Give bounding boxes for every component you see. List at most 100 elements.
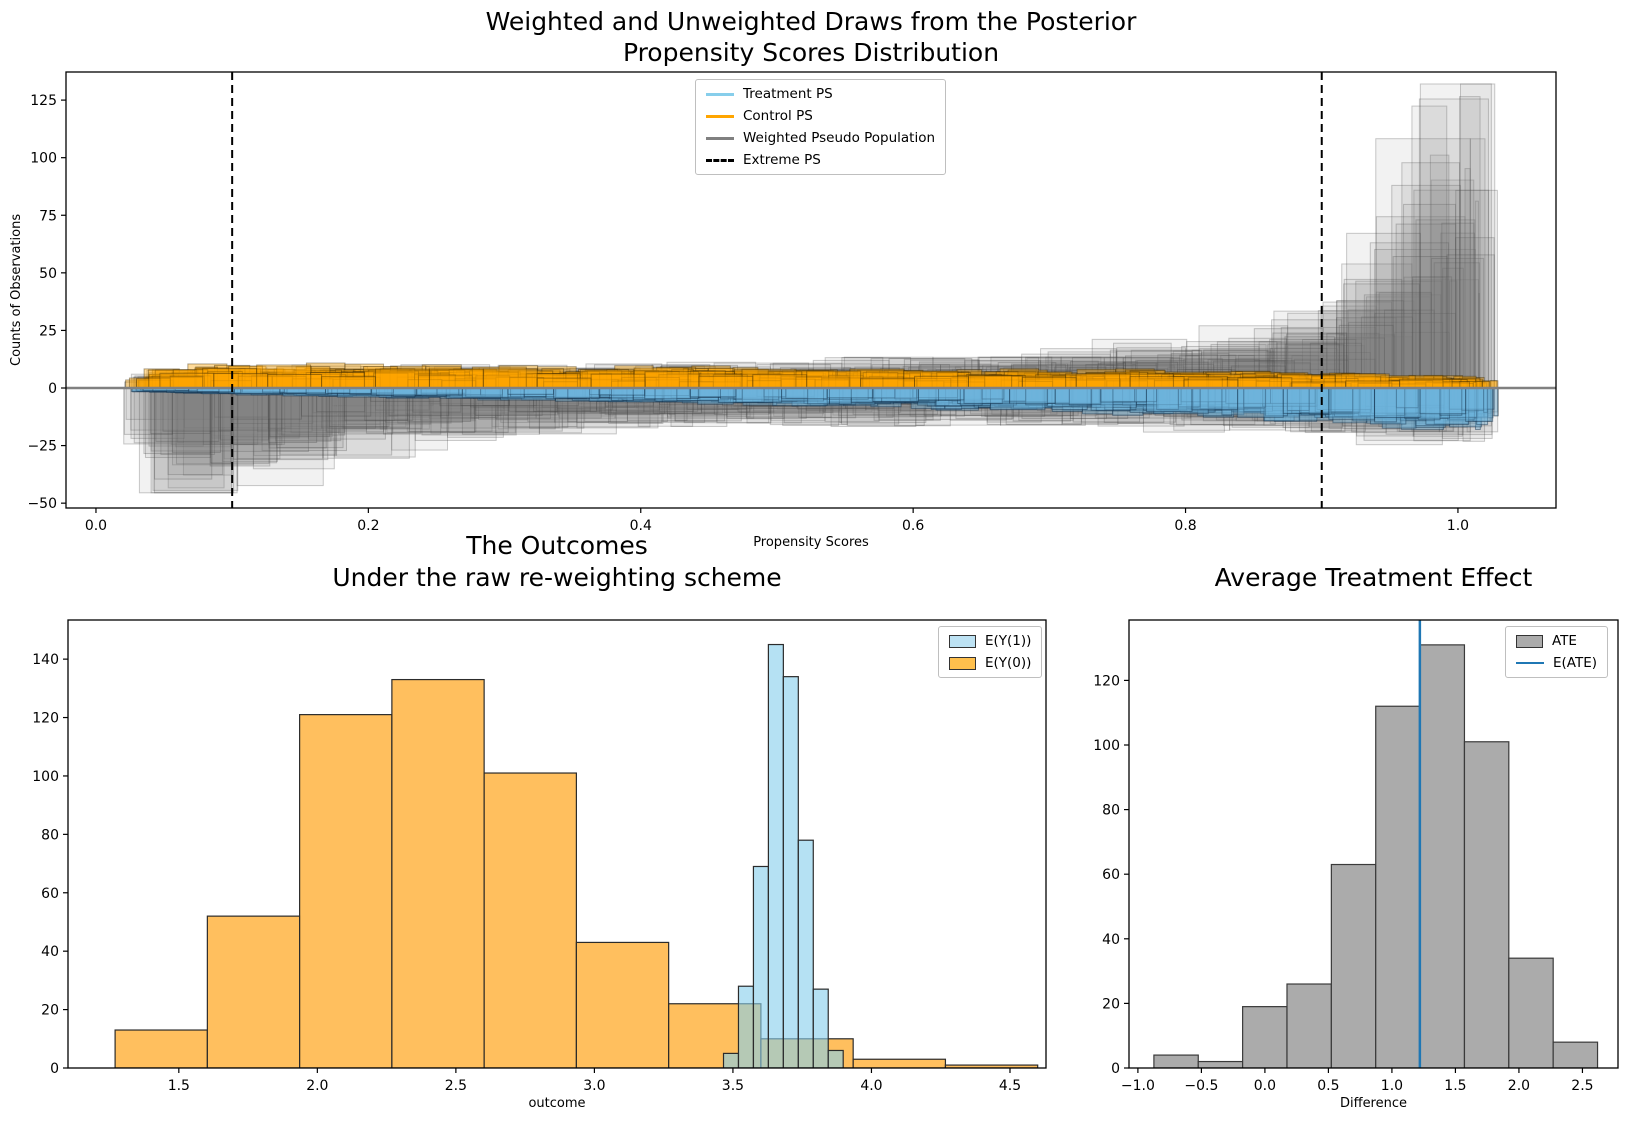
top-plot-ylabel: Counts of Observations [9,213,24,367]
svg-text:4.5: 4.5 [999,1078,1021,1094]
svg-text:25: 25 [39,323,57,339]
svg-text:140: 140 [32,652,59,668]
top-plot-legend: Treatment PS Control PS Weighted Pseudo … [695,79,947,175]
svg-text:−25: −25 [27,439,57,455]
top-plot-title-line1: Weighted and Unweighted Draws from the P… [485,7,1137,36]
control-ps-draws [125,362,1499,389]
svg-text:0: 0 [50,1061,59,1077]
svg-text:−50: −50 [27,496,57,512]
outcomes-plot-xlabel: outcome [528,1096,586,1111]
svg-text:2.0: 2.0 [1508,1078,1530,1094]
hist-E(Y(0)) [114,678,1039,1068]
svg-text:4.0: 4.0 [860,1078,882,1094]
svg-text:1.5: 1.5 [1444,1078,1466,1094]
svg-text:1.0: 1.0 [1447,518,1469,534]
svg-text:60: 60 [41,886,59,902]
top-plot-xlabel: Propensity Scores [753,535,869,550]
axes-border-2 [1128,619,1619,1069]
plot-area-1 [114,643,1039,1068]
svg-text:100: 100 [1093,738,1120,754]
svg-text:−0.5: −0.5 [1184,1078,1218,1094]
legend-item-ey1: E(Y(1)) [949,633,1031,649]
plot-2: −1.0 −0.5 0.0 0.5 1.0 1.5 2.0 2.5 0 20 40 60 80 100 12… [1093,619,1619,1094]
ate-plot-title: Average Treatment Effect [1214,563,1533,592]
svg-text:100: 100 [30,151,57,167]
svg-text:1.0: 1.0 [1381,1078,1403,1094]
control-ps-line-swatch [706,114,734,118]
legend-label-extreme-ps: Extreme PS [743,152,821,168]
outcomes-plot-title-line1: The Outcomes [466,531,648,560]
svg-text:1.5: 1.5 [168,1078,190,1094]
svg-text:20: 20 [1102,996,1120,1012]
hist-E(Y(1)) [722,643,844,1068]
ey1-patch-swatch [949,634,976,648]
svg-text:60: 60 [1102,867,1120,883]
extreme-ps-dashed-line-swatch [706,158,734,162]
weighted-pseudo-population-below-draws [123,387,1499,494]
svg-text:2.0: 2.0 [306,1078,328,1094]
ey0-patch-swatch [949,656,976,670]
svg-text:0.0: 0.0 [85,518,107,534]
eate-line-swatch [1516,662,1544,664]
svg-text:0: 0 [1111,1061,1120,1077]
ate-plot-legend: ATE E(ATE) [1505,626,1609,678]
legend-label-weighted-pseudo-population: Weighted Pseudo Population [743,130,936,146]
svg-text:2.5: 2.5 [1571,1078,1593,1094]
svg-text:20: 20 [41,1003,59,1019]
legend-label-control-ps: Control PS [743,108,813,124]
svg-text:100: 100 [32,769,59,785]
svg-text:120: 120 [1093,673,1120,689]
top-plot-title-line2: Propensity Scores Distribution [622,38,1000,67]
ticks-1: 1.5 2.0 2.5 3.0 3.5 4.0 4.5 0 20 40 60 80 100 120 140 [32,652,1021,1094]
svg-text:80: 80 [1102,803,1120,819]
svg-text:2.5: 2.5 [445,1078,467,1094]
weighted-pseudo-population-line-swatch [706,136,734,140]
ticks-2: −1.0 −0.5 0.0 0.5 1.0 1.5 2.0 2.5 0 20 40 60 80 100 12… [1093,673,1593,1094]
legend-label-ey1: E(Y(1)) [985,633,1032,649]
svg-text:80: 80 [41,827,59,843]
svg-text:−1.0: −1.0 [1121,1078,1155,1094]
svg-text:125: 125 [30,93,57,109]
legend-label-ate: ATE [1552,633,1577,649]
svg-text:0.5: 0.5 [1317,1078,1339,1094]
svg-text:75: 75 [39,208,57,224]
outcomes-plot-legend: E(Y(1)) E(Y(0)) [938,626,1043,678]
outcomes-plot-title-line2: Under the raw re-weighting scheme [332,563,782,592]
plot-1: 1.5 2.0 2.5 3.0 3.5 4.0 4.5 0 20 40 60 80 100 120 140 [32,619,1047,1094]
legend-item-eate: E(ATE) [1516,655,1597,671]
svg-text:0.2: 0.2 [357,518,379,534]
svg-text:0: 0 [48,381,57,397]
plot-area-0 [123,83,1499,494]
legend-item-weighted-pseudo-population: Weighted Pseudo Population [706,130,935,146]
svg-text:3.0: 3.0 [583,1078,605,1094]
treatment-ps-draws [130,387,1499,430]
legend-item-control-ps: Control PS [706,108,935,124]
ate-patch-swatch [1516,634,1543,648]
svg-text:0.8: 0.8 [1174,518,1196,534]
axes-border-1 [67,619,1047,1069]
hist-ATE [1153,644,1599,1068]
svg-text:40: 40 [1102,932,1120,948]
svg-text:40: 40 [41,944,59,960]
svg-text:0.6: 0.6 [902,518,924,534]
legend-label-ey0: E(Y(0)) [985,655,1032,671]
legend-item-extreme-ps: Extreme PS [706,152,935,168]
plot-area-2 [1153,644,1599,1068]
weighted-pseudo-population-above-draws [124,83,1498,389]
legend-label-eate: E(ATE) [1553,655,1598,671]
svg-text:120: 120 [32,711,59,727]
legend-item-treatment-ps: Treatment PS [706,86,935,102]
legend-item-ey0: E(Y(0)) [949,655,1031,671]
ate-plot-xlabel: Difference [1339,1096,1408,1111]
axes-border-0 [65,71,1557,509]
svg-text:0.0: 0.0 [1254,1078,1276,1094]
svg-text:50: 50 [39,266,57,282]
legend-label-treatment-ps: Treatment PS [743,86,833,102]
svg-text:3.5: 3.5 [722,1078,744,1094]
treatment-ps-line-swatch [706,92,734,96]
legend-item-ate: ATE [1516,633,1597,649]
